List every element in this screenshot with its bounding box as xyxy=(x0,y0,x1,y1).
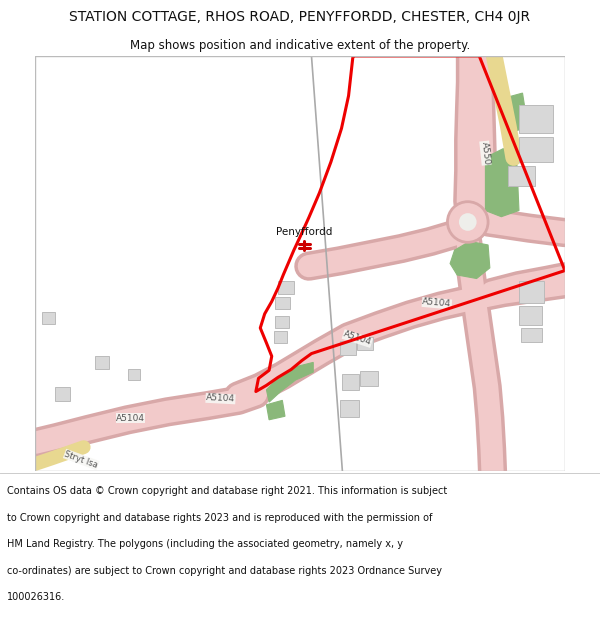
Text: A550: A550 xyxy=(480,141,491,165)
Text: to Crown copyright and database rights 2023 and is reproduced with the permissio: to Crown copyright and database rights 2… xyxy=(7,513,433,523)
Text: Stryt Isa: Stryt Isa xyxy=(64,449,99,470)
Text: Penyffordd: Penyffordd xyxy=(276,227,332,237)
Text: A5104: A5104 xyxy=(342,330,373,348)
Bar xyxy=(275,297,290,309)
Text: A5104: A5104 xyxy=(206,393,235,404)
Bar xyxy=(519,138,553,162)
Text: Map shows position and indicative extent of the property.: Map shows position and indicative extent… xyxy=(130,39,470,52)
Polygon shape xyxy=(266,362,313,402)
Bar xyxy=(128,369,140,380)
Polygon shape xyxy=(266,401,285,420)
Text: A5104: A5104 xyxy=(116,414,145,422)
Bar xyxy=(42,312,55,324)
Polygon shape xyxy=(485,149,519,217)
Circle shape xyxy=(448,202,488,242)
Bar xyxy=(278,281,294,294)
Polygon shape xyxy=(503,93,528,134)
Bar xyxy=(358,337,373,350)
Text: 100026316.: 100026316. xyxy=(7,592,65,602)
Text: A5104: A5104 xyxy=(422,298,452,309)
Bar xyxy=(340,401,359,417)
Circle shape xyxy=(459,213,476,231)
Bar xyxy=(274,331,287,343)
Bar xyxy=(519,306,542,325)
Bar xyxy=(519,104,553,133)
Bar xyxy=(275,316,289,328)
Bar xyxy=(341,374,359,390)
Bar xyxy=(521,328,542,342)
Text: Contains OS data © Crown copyright and database right 2021. This information is : Contains OS data © Crown copyright and d… xyxy=(7,486,448,496)
Bar xyxy=(55,387,70,401)
Bar xyxy=(95,356,109,369)
Bar xyxy=(360,371,378,386)
Bar xyxy=(340,341,356,356)
Text: HM Land Registry. The polygons (including the associated geometry, namely x, y: HM Land Registry. The polygons (includin… xyxy=(7,539,403,549)
Bar xyxy=(508,166,535,186)
Bar xyxy=(519,281,544,303)
Text: co-ordinates) are subject to Crown copyright and database rights 2023 Ordnance S: co-ordinates) are subject to Crown copyr… xyxy=(7,566,442,576)
Text: STATION COTTAGE, RHOS ROAD, PENYFFORDD, CHESTER, CH4 0JR: STATION COTTAGE, RHOS ROAD, PENYFFORDD, … xyxy=(70,10,530,24)
Polygon shape xyxy=(450,241,490,279)
